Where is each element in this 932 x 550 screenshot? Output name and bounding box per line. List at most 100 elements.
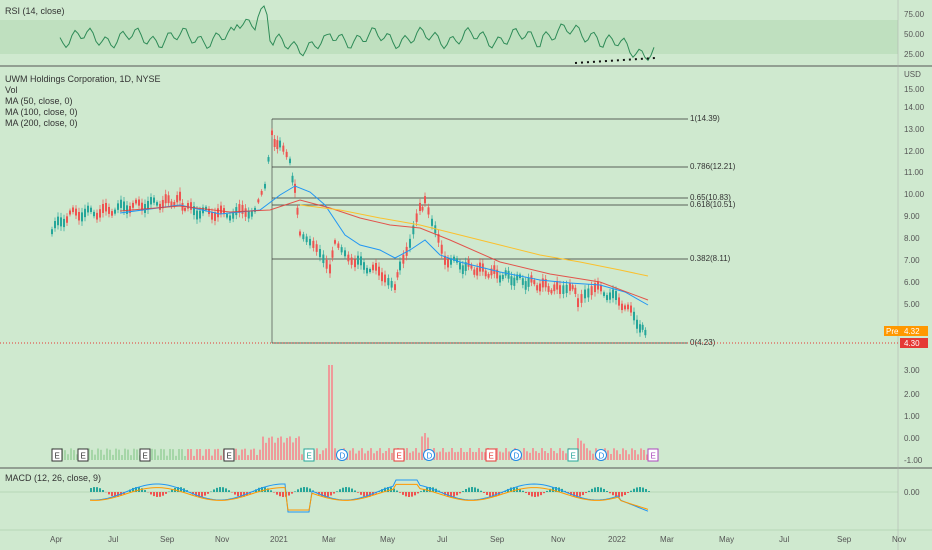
volume-bar bbox=[463, 452, 465, 460]
price-tick: 9.00 bbox=[904, 212, 920, 221]
volume-bar bbox=[370, 448, 372, 460]
candle-body bbox=[499, 275, 501, 283]
volume-bar bbox=[439, 451, 441, 460]
event-marker-label: E bbox=[651, 452, 656, 461]
volume-bar bbox=[103, 454, 105, 460]
candle-body bbox=[132, 202, 134, 208]
dividend-marker[interactable] bbox=[595, 449, 607, 461]
candle-body bbox=[612, 289, 614, 299]
volume-bar bbox=[532, 448, 534, 460]
macd-histogram-bar bbox=[540, 492, 542, 496]
volume-bar bbox=[580, 440, 582, 460]
volume-bar bbox=[115, 448, 117, 460]
macd-histogram-bar bbox=[258, 487, 260, 492]
earnings-marker[interactable] bbox=[77, 448, 89, 462]
macd-histogram-bar bbox=[135, 487, 137, 492]
macd-histogram-bar bbox=[360, 492, 362, 495]
price-tick: 12.00 bbox=[904, 147, 925, 156]
macd-histogram-bar bbox=[150, 492, 152, 495]
macd-histogram-bar bbox=[411, 492, 413, 497]
earnings-marker[interactable] bbox=[647, 448, 659, 462]
macd-histogram-bar bbox=[447, 492, 449, 497]
macd-histogram-bar bbox=[306, 487, 308, 492]
macd-histogram-bar bbox=[279, 492, 281, 497]
macd-histogram-bar bbox=[537, 492, 539, 497]
macd-histogram-bar bbox=[237, 492, 239, 497]
volume-bar bbox=[385, 450, 387, 460]
candle-body bbox=[378, 266, 380, 276]
dividend-marker[interactable] bbox=[510, 449, 522, 461]
volume-bar bbox=[259, 449, 261, 460]
volume-bar bbox=[301, 454, 303, 460]
macd-histogram-bar bbox=[327, 492, 329, 497]
candle-body bbox=[340, 247, 343, 253]
macd-histogram-bar bbox=[207, 492, 209, 494]
macd-histogram-bar bbox=[573, 492, 575, 497]
volume-bar bbox=[265, 442, 267, 460]
macd-histogram-bar bbox=[222, 487, 224, 492]
candle-body bbox=[484, 270, 487, 277]
macd-histogram-bar bbox=[240, 492, 242, 497]
volume-bar bbox=[613, 448, 615, 460]
price-tick: 10.00 bbox=[904, 190, 925, 199]
rsi-tick: 25.00 bbox=[904, 50, 925, 59]
dividend-marker[interactable] bbox=[336, 449, 348, 461]
rsi-trendline[interactable] bbox=[574, 57, 656, 64]
earnings-marker[interactable] bbox=[223, 448, 235, 462]
candle-body bbox=[421, 206, 424, 211]
macd-histogram-bar bbox=[579, 492, 581, 497]
volume-bar bbox=[334, 448, 336, 460]
candle-body bbox=[105, 202, 107, 212]
volume-bar bbox=[367, 450, 369, 460]
volume-bar bbox=[244, 448, 246, 460]
signal-line bbox=[89, 483, 649, 511]
candle-body bbox=[390, 280, 393, 288]
macd-histogram-bar bbox=[288, 492, 290, 496]
candle-body bbox=[347, 254, 350, 262]
candle-body bbox=[547, 286, 550, 292]
volume-bar bbox=[460, 448, 462, 460]
earnings-marker[interactable] bbox=[393, 448, 405, 462]
candle-body bbox=[447, 259, 449, 268]
macd-histogram-bar bbox=[627, 492, 629, 493]
x-axis-label: Sep bbox=[490, 535, 505, 544]
volume-bar bbox=[640, 448, 642, 460]
macd-histogram-bar bbox=[300, 487, 302, 492]
candle-body bbox=[387, 278, 390, 286]
candle-body bbox=[544, 279, 547, 288]
macd-histogram-bar bbox=[582, 492, 584, 496]
candle-body bbox=[193, 206, 195, 216]
candle-body bbox=[170, 201, 173, 207]
candle-body bbox=[490, 268, 493, 276]
macd-histogram-bar bbox=[339, 489, 341, 492]
macd-histogram-bar bbox=[96, 487, 98, 492]
candle-body bbox=[594, 283, 596, 293]
earnings-marker[interactable] bbox=[139, 448, 151, 462]
candle-body bbox=[312, 240, 315, 248]
volume-bar bbox=[358, 450, 360, 460]
volume-bar bbox=[328, 365, 330, 460]
earnings-marker[interactable] bbox=[485, 448, 497, 462]
volume-bar bbox=[331, 365, 333, 460]
volume-bar bbox=[88, 448, 90, 460]
earnings-marker[interactable] bbox=[303, 448, 315, 462]
macd-histogram-bar bbox=[225, 488, 227, 492]
candle-body bbox=[217, 208, 219, 218]
candle-body bbox=[621, 303, 623, 311]
earnings-marker[interactable] bbox=[567, 448, 579, 462]
macd-histogram-bar bbox=[321, 492, 323, 497]
candle-body bbox=[114, 209, 116, 214]
macd-histogram-bar bbox=[648, 491, 650, 492]
earnings-marker[interactable] bbox=[51, 448, 63, 462]
event-marker-label: D bbox=[514, 452, 520, 461]
price-tick: 11.00 bbox=[904, 168, 924, 177]
volume-bar bbox=[442, 448, 444, 460]
volume-bar bbox=[646, 454, 648, 460]
candle-body bbox=[587, 288, 590, 298]
macd-histogram-bar bbox=[570, 492, 572, 496]
x-axis-label: 2022 bbox=[608, 535, 626, 544]
macd-histogram-bar bbox=[228, 490, 230, 492]
dividend-marker[interactable] bbox=[423, 449, 435, 461]
